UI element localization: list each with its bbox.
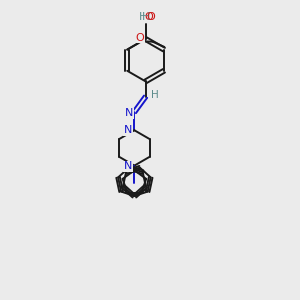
Text: O: O [145,12,154,22]
Text: O: O [146,12,155,22]
Text: H: H [141,12,150,22]
Text: O: O [136,33,144,43]
Text: N: N [124,125,132,135]
Text: N: N [124,161,132,171]
Text: H: H [151,90,159,100]
Text: H: H [139,12,147,22]
Text: N: N [125,109,133,118]
